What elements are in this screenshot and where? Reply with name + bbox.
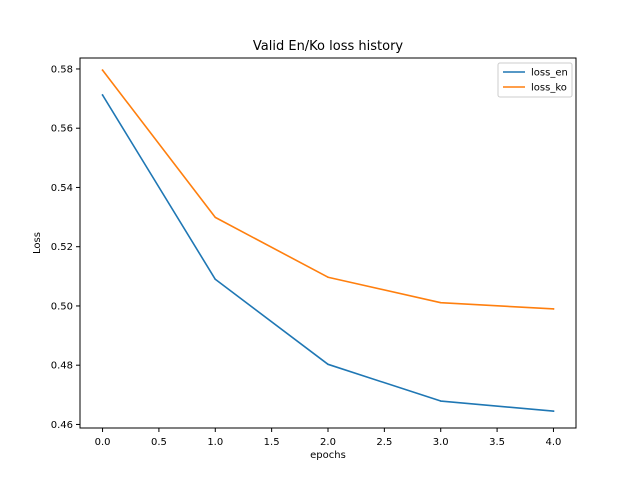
y-tick-label: 0.48 bbox=[51, 361, 73, 372]
x-tick-label: 1.0 bbox=[207, 437, 223, 448]
y-tick-label: 0.50 bbox=[51, 301, 73, 312]
data-point-loss_en bbox=[439, 400, 442, 402]
y-tick-label: 0.46 bbox=[51, 420, 73, 431]
axis-ticks: 0.0 0.5 1.0 1.5 2.0 2.5 3.0 3.5 4.0 0.46 0.48 0.50 0… bbox=[51, 64, 562, 448]
data-point-loss_ko bbox=[327, 276, 329, 279]
x-tick-label: 3.5 bbox=[489, 437, 505, 448]
y-tick-label: 0.54 bbox=[51, 183, 73, 194]
x-tick-label: 0.0 bbox=[95, 437, 111, 448]
y-tick-label: 0.56 bbox=[51, 124, 73, 135]
chart-title: Valid En/Ko loss history bbox=[253, 39, 404, 54]
legend-label-loss_en: loss_en bbox=[531, 68, 568, 79]
data-point-loss_en bbox=[552, 410, 555, 412]
y-tick-label: 0.52 bbox=[51, 242, 73, 253]
data-point-loss_en bbox=[101, 94, 104, 96]
x-tick-label: 1.5 bbox=[264, 437, 280, 448]
y-tick-label: 0.58 bbox=[51, 64, 73, 75]
data-point-loss_ko bbox=[101, 69, 104, 71]
data-point-loss_ko bbox=[439, 301, 442, 304]
plot-area bbox=[80, 58, 576, 428]
data-point-loss_en bbox=[327, 363, 329, 366]
x-tick-label: 4.0 bbox=[546, 437, 562, 448]
data-point-loss_ko bbox=[552, 308, 555, 310]
data-point-loss_en bbox=[214, 278, 217, 281]
x-tick-label: 0.5 bbox=[151, 437, 167, 448]
data-point-loss_ko bbox=[214, 216, 217, 219]
series-lines bbox=[101, 69, 555, 412]
x-tick-label: 3.0 bbox=[433, 437, 449, 448]
x-tick-label: 2.0 bbox=[320, 437, 336, 448]
legend-label-loss_ko: loss_ko bbox=[531, 83, 567, 94]
plot-frame bbox=[79, 57, 577, 429]
x-axis-label: epochs bbox=[310, 450, 346, 461]
x-tick-label: 2.5 bbox=[376, 437, 392, 448]
y-axis-label: Loss bbox=[32, 232, 43, 254]
legend: loss_en loss_ko bbox=[497, 62, 573, 98]
